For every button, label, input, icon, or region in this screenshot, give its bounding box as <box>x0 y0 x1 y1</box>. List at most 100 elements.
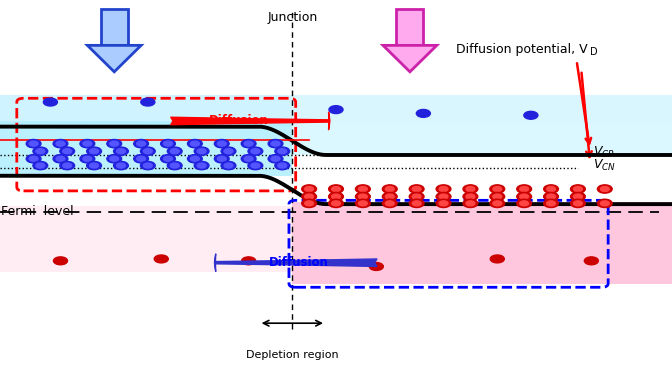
Circle shape <box>355 185 370 193</box>
Circle shape <box>190 156 200 161</box>
Circle shape <box>597 185 612 193</box>
Circle shape <box>544 199 558 208</box>
Circle shape <box>385 201 394 206</box>
Circle shape <box>187 155 202 163</box>
Circle shape <box>358 194 368 199</box>
Circle shape <box>329 106 343 113</box>
Circle shape <box>197 163 206 168</box>
Text: D: D <box>590 47 597 57</box>
Circle shape <box>155 255 168 263</box>
Circle shape <box>436 192 451 201</box>
Circle shape <box>493 201 502 206</box>
Circle shape <box>490 192 505 201</box>
Circle shape <box>114 161 128 170</box>
Circle shape <box>370 263 383 270</box>
Circle shape <box>412 186 421 192</box>
Text: Diffusion potential, V: Diffusion potential, V <box>456 43 588 56</box>
Circle shape <box>221 161 236 170</box>
Circle shape <box>517 199 532 208</box>
Circle shape <box>417 110 430 117</box>
Circle shape <box>302 199 317 208</box>
Text: Depletion region: Depletion region <box>246 350 339 359</box>
Circle shape <box>329 185 343 193</box>
Circle shape <box>358 201 368 206</box>
Circle shape <box>224 163 233 168</box>
Circle shape <box>197 149 206 154</box>
Circle shape <box>221 147 236 155</box>
Circle shape <box>89 163 99 168</box>
Circle shape <box>80 155 95 163</box>
Circle shape <box>136 141 146 146</box>
Circle shape <box>248 161 263 170</box>
Text: $V_{CP}$: $V_{CP}$ <box>593 144 615 160</box>
Circle shape <box>409 185 424 193</box>
Circle shape <box>26 155 41 163</box>
Circle shape <box>217 141 226 146</box>
Circle shape <box>519 201 529 206</box>
Circle shape <box>331 186 341 192</box>
Circle shape <box>493 194 502 199</box>
Circle shape <box>62 149 72 154</box>
Circle shape <box>134 139 149 148</box>
Circle shape <box>385 186 394 192</box>
Circle shape <box>241 155 256 163</box>
Circle shape <box>110 156 119 161</box>
Circle shape <box>114 147 128 155</box>
Circle shape <box>116 163 126 168</box>
FancyBboxPatch shape <box>292 202 672 284</box>
Circle shape <box>439 194 448 199</box>
Circle shape <box>87 147 101 155</box>
Circle shape <box>597 199 612 208</box>
Circle shape <box>409 192 424 201</box>
Circle shape <box>83 156 92 161</box>
Text: Fermi  level: Fermi level <box>1 205 74 218</box>
Circle shape <box>217 156 226 161</box>
Circle shape <box>573 194 583 199</box>
Circle shape <box>275 161 290 170</box>
Circle shape <box>278 163 287 168</box>
Circle shape <box>519 186 529 192</box>
Text: Junction: Junction <box>267 11 317 24</box>
Circle shape <box>87 161 101 170</box>
Circle shape <box>600 201 610 206</box>
Circle shape <box>304 194 314 199</box>
Circle shape <box>466 186 475 192</box>
Circle shape <box>463 199 478 208</box>
Circle shape <box>161 155 175 163</box>
Circle shape <box>194 161 209 170</box>
Circle shape <box>110 141 119 146</box>
Circle shape <box>490 199 505 208</box>
Circle shape <box>331 201 341 206</box>
Circle shape <box>355 192 370 201</box>
Circle shape <box>170 149 179 154</box>
Circle shape <box>161 139 175 148</box>
Circle shape <box>62 163 72 168</box>
Circle shape <box>187 139 202 148</box>
Circle shape <box>278 149 287 154</box>
Circle shape <box>83 141 92 146</box>
Circle shape <box>382 199 397 208</box>
Circle shape <box>412 194 421 199</box>
Circle shape <box>600 186 610 192</box>
Circle shape <box>519 194 529 199</box>
Text: Diffusion: Diffusion <box>269 256 329 269</box>
Circle shape <box>143 163 153 168</box>
Circle shape <box>54 257 67 265</box>
Circle shape <box>241 139 256 148</box>
Circle shape <box>244 141 253 146</box>
Circle shape <box>571 199 585 208</box>
Circle shape <box>490 185 505 193</box>
Circle shape <box>385 194 394 199</box>
Circle shape <box>251 163 260 168</box>
Circle shape <box>585 257 598 265</box>
Circle shape <box>33 161 48 170</box>
Circle shape <box>107 139 122 148</box>
Circle shape <box>331 194 341 199</box>
Circle shape <box>56 156 65 161</box>
Circle shape <box>167 147 182 155</box>
Polygon shape <box>87 45 141 72</box>
Circle shape <box>33 147 48 155</box>
Circle shape <box>26 139 41 148</box>
Circle shape <box>329 192 343 201</box>
Circle shape <box>194 147 209 155</box>
